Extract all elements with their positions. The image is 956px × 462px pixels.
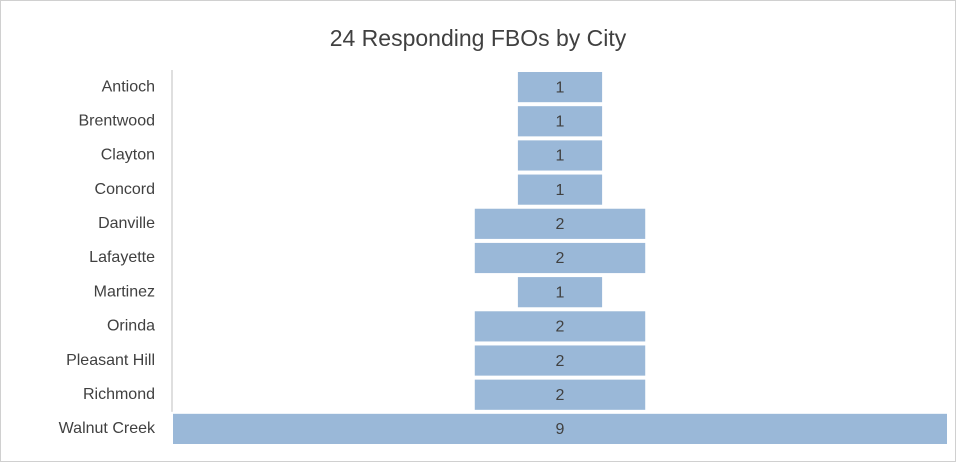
data-label: 2 [556, 353, 565, 370]
data-label: 9 [556, 421, 565, 438]
y-tick-label: Richmond [83, 386, 155, 403]
y-tick-label: Danville [98, 215, 155, 232]
data-label: 2 [556, 216, 565, 233]
data-label: 1 [556, 182, 565, 199]
bar [515, 172, 605, 207]
chart-title: 24 Responding FBOs by City [330, 25, 627, 51]
y-tick-label: Lafayette [89, 249, 155, 266]
data-label: 1 [556, 79, 565, 96]
data-label: 1 [556, 148, 565, 165]
bar [515, 275, 605, 310]
data-label: 1 [556, 113, 565, 130]
data-label: 2 [556, 387, 565, 404]
bar [472, 309, 648, 344]
bar [515, 104, 605, 139]
y-tick-label: Clayton [101, 147, 155, 164]
bar [515, 70, 605, 105]
y-tick-label: Concord [95, 181, 155, 198]
y-tick-label: Orinda [107, 318, 155, 335]
bar [472, 343, 648, 378]
bar [171, 411, 949, 446]
data-label: 1 [556, 284, 565, 301]
data-label: 2 [556, 250, 565, 267]
bar [472, 377, 648, 412]
y-tick-label: Pleasant Hill [66, 352, 155, 369]
bar [472, 206, 648, 241]
y-tick-label: Antioch [102, 78, 155, 95]
y-tick-label: Martinez [94, 283, 155, 300]
data-label: 2 [556, 319, 565, 336]
y-tick-label: Brentwood [79, 112, 156, 129]
bar [515, 138, 605, 173]
bar [472, 240, 648, 276]
y-tick-label: Walnut Creek [59, 420, 156, 437]
